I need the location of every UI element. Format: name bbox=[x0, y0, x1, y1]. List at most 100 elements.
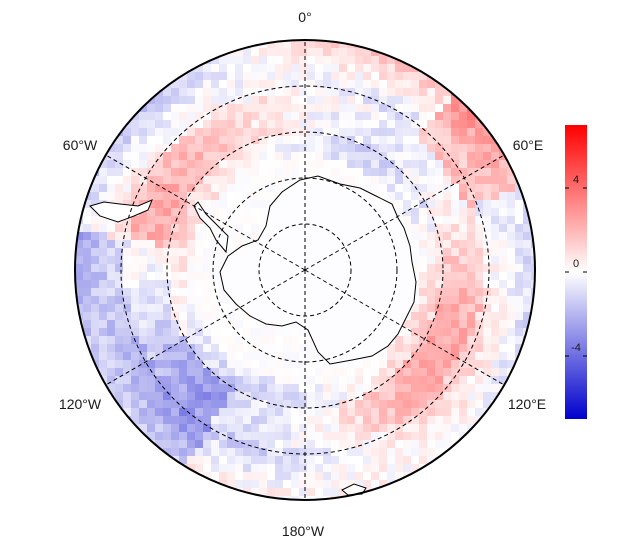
field-cell bbox=[147, 304, 155, 312]
field-cell bbox=[267, 400, 275, 408]
field-cell bbox=[243, 344, 251, 352]
field-cell bbox=[323, 88, 331, 96]
field-cell bbox=[467, 360, 475, 368]
field-cell bbox=[227, 144, 235, 152]
field-cell bbox=[211, 112, 219, 120]
field-cell bbox=[195, 192, 203, 200]
field-cell bbox=[451, 232, 459, 240]
field-cell bbox=[395, 208, 403, 216]
field-cell bbox=[339, 96, 347, 104]
field-cell bbox=[147, 168, 155, 176]
field-cell bbox=[371, 176, 379, 184]
field-cell bbox=[315, 400, 323, 408]
field-cell bbox=[451, 160, 459, 168]
field-cell bbox=[91, 312, 99, 320]
field-cell bbox=[363, 144, 371, 152]
lon-label-0: 0° bbox=[298, 9, 311, 25]
field-cell bbox=[315, 392, 323, 400]
field-cell bbox=[331, 120, 339, 128]
field-cell bbox=[491, 160, 499, 168]
field-cell bbox=[187, 280, 195, 288]
field-cell bbox=[179, 248, 187, 256]
field-cell bbox=[443, 304, 451, 312]
field-cell bbox=[259, 208, 267, 216]
field-cell bbox=[331, 112, 339, 120]
field-cell bbox=[411, 232, 419, 240]
field-cell bbox=[291, 488, 299, 496]
field-cell bbox=[267, 424, 275, 432]
field-cell bbox=[171, 128, 179, 136]
field-cell bbox=[203, 104, 211, 112]
field-cell bbox=[203, 344, 211, 352]
field-cell bbox=[219, 312, 227, 320]
field-cell bbox=[387, 448, 395, 456]
field-cell bbox=[435, 344, 443, 352]
field-cell bbox=[363, 384, 371, 392]
field-cell bbox=[355, 136, 363, 144]
field-cell bbox=[395, 360, 403, 368]
field-cell bbox=[219, 208, 227, 216]
field-cell bbox=[483, 376, 491, 384]
field-cell bbox=[171, 320, 179, 328]
field-cell bbox=[379, 64, 387, 72]
field-cell bbox=[371, 456, 379, 464]
field-cell bbox=[299, 488, 307, 496]
field-cell bbox=[435, 96, 443, 104]
field-cell bbox=[435, 192, 443, 200]
field-cell bbox=[123, 296, 131, 304]
field-cell bbox=[131, 160, 139, 168]
field-cell bbox=[507, 184, 515, 192]
field-cell bbox=[259, 472, 267, 480]
field-cell bbox=[195, 456, 203, 464]
field-cell bbox=[483, 352, 491, 360]
field-cell bbox=[451, 400, 459, 408]
field-cell bbox=[259, 224, 267, 232]
field-cell bbox=[331, 376, 339, 384]
field-cell bbox=[283, 112, 291, 120]
field-cell bbox=[323, 104, 331, 112]
field-cell bbox=[203, 136, 211, 144]
field-cell bbox=[171, 152, 179, 160]
field-cell bbox=[251, 72, 259, 80]
field-cell bbox=[123, 408, 131, 416]
field-cell bbox=[451, 288, 459, 296]
field-cell bbox=[339, 48, 347, 56]
field-cell bbox=[139, 136, 147, 144]
field-cell bbox=[299, 104, 307, 112]
field-cell bbox=[443, 88, 451, 96]
field-cell bbox=[291, 48, 299, 56]
field-cell bbox=[235, 128, 243, 136]
field-cell bbox=[155, 264, 163, 272]
field-cell bbox=[459, 352, 467, 360]
field-cell bbox=[411, 408, 419, 416]
field-cell bbox=[411, 104, 419, 112]
field-cell bbox=[147, 272, 155, 280]
field-cell bbox=[451, 112, 459, 120]
field-cell bbox=[163, 304, 171, 312]
field-cell bbox=[227, 112, 235, 120]
field-cell bbox=[179, 136, 187, 144]
field-cell bbox=[475, 224, 483, 232]
field-cell bbox=[211, 128, 219, 136]
latitude-circle bbox=[166, 131, 444, 409]
field-cell bbox=[419, 424, 427, 432]
field-cell bbox=[467, 328, 475, 336]
field-cell bbox=[483, 416, 491, 424]
field-cell bbox=[331, 464, 339, 472]
field-cell bbox=[283, 64, 291, 72]
field-cell bbox=[339, 448, 347, 456]
field-cell bbox=[315, 128, 323, 136]
field-cell bbox=[139, 368, 147, 376]
field-cell bbox=[475, 304, 483, 312]
field-cell bbox=[251, 384, 259, 392]
field-cell bbox=[419, 440, 427, 448]
field-cell bbox=[187, 472, 195, 480]
field-cell bbox=[451, 168, 459, 176]
field-cell bbox=[307, 96, 315, 104]
field-cell bbox=[355, 144, 363, 152]
field-cell bbox=[411, 248, 419, 256]
field-cell bbox=[339, 80, 347, 88]
field-cell bbox=[251, 440, 259, 448]
field-cell bbox=[395, 384, 403, 392]
field-cell bbox=[187, 112, 195, 120]
